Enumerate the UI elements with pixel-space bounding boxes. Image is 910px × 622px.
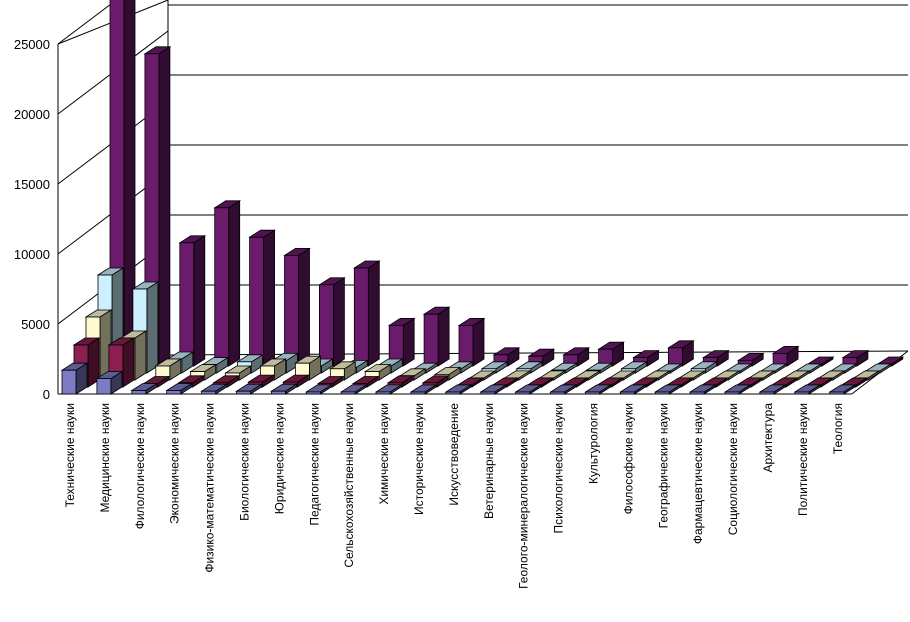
x-tick-label-18: Географические науки bbox=[656, 403, 670, 528]
bar-s5-19 bbox=[736, 352, 765, 367]
bar-s5-12 bbox=[492, 347, 521, 367]
bar-s1-15 bbox=[549, 384, 577, 395]
bar-s5-17 bbox=[667, 340, 695, 367]
x-tick-label-19: Фармацевтические науки bbox=[691, 403, 705, 544]
bar-s5-15 bbox=[597, 341, 625, 367]
bar-s1-17 bbox=[619, 384, 647, 395]
x-tick-label-10: Химические науки bbox=[377, 403, 391, 505]
bar-s5-8 bbox=[352, 260, 381, 367]
x-tick-label-11: Исторические науки bbox=[412, 403, 426, 515]
bar-s1-1 bbox=[60, 362, 89, 395]
x-tick-label-2: Медицинские науки bbox=[98, 403, 112, 513]
bar-s4-18 bbox=[689, 361, 718, 374]
bar-s1-20 bbox=[723, 384, 752, 395]
bar-s1-8 bbox=[304, 384, 333, 395]
bar-s1-6 bbox=[235, 383, 263, 395]
bar-s4-15 bbox=[585, 362, 613, 374]
x-tick-label-3: Филологические науки bbox=[133, 403, 147, 529]
bar-s5-4 bbox=[213, 200, 242, 367]
x-tick-label-8: Педагогические науки bbox=[307, 403, 321, 526]
y-tick-label-20000: 20000 bbox=[14, 107, 50, 122]
x-axis: Технические науки Медицинские науки Филоло… bbox=[63, 403, 845, 589]
bar-s1-12 bbox=[444, 384, 473, 395]
bar-s5-3 bbox=[178, 235, 207, 367]
x-tick-label-1: Технические науки bbox=[63, 403, 77, 507]
bar-s1-16 bbox=[584, 384, 612, 395]
x-tick-label-20: Социологические науки bbox=[726, 403, 740, 535]
bar-s1-10 bbox=[374, 384, 403, 395]
x-tick-label-13: Ветеринарные науки bbox=[482, 403, 496, 519]
bar-s4-16 bbox=[620, 361, 648, 374]
bar-s1-21 bbox=[758, 384, 787, 395]
y-tick-label-15000: 15000 bbox=[14, 177, 50, 192]
x-tick-label-22: Политические науки bbox=[796, 403, 810, 516]
x-tick-label-9: Сельскохозяйственные науки bbox=[342, 403, 356, 568]
bar-s1-2 bbox=[95, 370, 124, 395]
x-tick-label-23: Теология bbox=[831, 403, 845, 454]
x-tick-label-15: Психологические науки bbox=[552, 403, 566, 534]
bar-s5-7 bbox=[318, 277, 346, 367]
x-tick-label-5: Физико-математические науки bbox=[203, 403, 217, 573]
bar-s1-19 bbox=[688, 384, 717, 395]
bar-s1-22 bbox=[793, 384, 822, 395]
y-tick-label-25000: 25000 bbox=[14, 37, 50, 52]
bar-s5-20 bbox=[771, 345, 800, 367]
bar-s5-10 bbox=[422, 306, 451, 367]
y-tick-label-10000: 10000 bbox=[14, 247, 50, 262]
bar-s1-11 bbox=[409, 384, 438, 395]
x-tick-label-7: Юридические науки bbox=[272, 403, 286, 514]
x-tick-label-21: Архитектура bbox=[761, 403, 775, 473]
bar-s1-5 bbox=[200, 383, 228, 395]
x-tick-label-14: Геолого-минералогические науки bbox=[517, 403, 531, 589]
x-tick-label-17: Философские науки bbox=[621, 403, 635, 514]
bar-s1-3 bbox=[130, 382, 159, 395]
x-tick-label-12: Искусствоведение bbox=[447, 403, 461, 506]
bar-s5-5 bbox=[248, 229, 276, 367]
bar-s1-18 bbox=[653, 384, 682, 395]
bar-s3-8 bbox=[328, 361, 357, 381]
y-axis: 0 5000 10000 15000 20000 25000 bbox=[14, 37, 50, 402]
bar-series bbox=[60, 0, 905, 395]
bar-s5-11 bbox=[457, 317, 486, 367]
x-tick-label-16: Культурология bbox=[587, 403, 601, 484]
x-tick-label-6: Биологические науки bbox=[238, 403, 252, 521]
bar-s5-6 bbox=[283, 247, 311, 367]
bar-s5-22 bbox=[841, 349, 870, 367]
bar-s3-9 bbox=[363, 363, 392, 381]
bar-s1-7 bbox=[270, 383, 298, 395]
bar-s5-13 bbox=[527, 348, 556, 367]
y-tick-label-5000: 5000 bbox=[21, 317, 50, 332]
bar-s1-4 bbox=[165, 382, 194, 395]
x-tick-label-4: Экономические науки bbox=[168, 403, 182, 524]
bar-s1-14 bbox=[514, 384, 543, 395]
bar-s1-13 bbox=[479, 384, 508, 395]
bar-s1-9 bbox=[339, 384, 368, 395]
y-tick-label-0: 0 bbox=[43, 387, 50, 402]
bar-s5-9 bbox=[387, 317, 416, 367]
bar-s1-23 bbox=[828, 384, 857, 395]
